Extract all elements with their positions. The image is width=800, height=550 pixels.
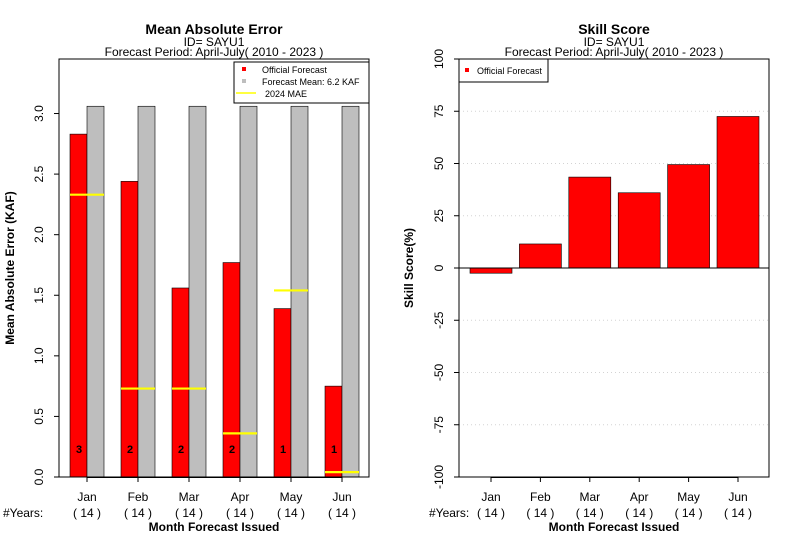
- mae-years-count-jan: ( 14 ): [73, 506, 101, 520]
- mae-bar-forecast-mean-may: [290, 105, 309, 478]
- skill-bar-jun: [716, 116, 760, 269]
- skill-bar-jan: [469, 267, 513, 274]
- skill-y-tick-label: 25: [432, 209, 446, 223]
- skill-y-tick-label: -50: [432, 364, 446, 382]
- mae-x-tick-label-mar: Mar: [179, 490, 200, 504]
- skill-x-tick-label-mar: Mar: [579, 490, 600, 504]
- mae-bar-count-mar: 2: [178, 444, 184, 456]
- mae-y-tick-label: 1.5: [32, 287, 46, 304]
- skill-chart-forecast-period: Forecast Period: April-July( 2010 - 2023…: [505, 45, 724, 59]
- mae-years-count-feb: ( 14 ): [124, 506, 152, 520]
- mae-years-label: #Years:: [3, 506, 43, 520]
- mae-plot-frame: [58, 58, 370, 478]
- legend-label-official-forecast: Official Forecast: [262, 65, 327, 75]
- mae-legend-box: [233, 61, 370, 104]
- skill-y-axis-label: Skill Score(%): [402, 228, 416, 308]
- mae-years-count-jun: ( 14 ): [328, 506, 356, 520]
- skill-legend-box: [458, 58, 549, 83]
- skill-x-tick-label-may: May: [677, 490, 700, 504]
- skill-years-count-mar: ( 14 ): [576, 506, 604, 520]
- skill-chart-title: Skill Score: [578, 21, 650, 37]
- mae-bar-official-jan: [69, 133, 88, 478]
- skill-bar-mar: [568, 176, 612, 269]
- mae-bar-forecast-mean-jan: [86, 105, 105, 478]
- skill-legend: Official Forecast: [458, 58, 549, 83]
- skill-years-count-jan: ( 14 ): [477, 506, 505, 520]
- skill-score-chart-panel: Skill Score ID= SAYU1 Forecast Period: A…: [402, 21, 770, 534]
- skill-x-tick-label-jun: Jun: [728, 490, 747, 504]
- mae-legend: Official Forecast Forecast Mean: 6.2 KAF…: [233, 61, 370, 104]
- skill-y-tick-label: 75: [432, 104, 446, 118]
- mae-x-axis-label: Month Forecast Issued: [149, 520, 280, 534]
- skill-y-tick-label: 50: [432, 157, 446, 171]
- mae-bar-forecast-mean-mar: [188, 105, 207, 478]
- skill-y-tick-label: -75: [432, 416, 446, 434]
- legend-swatch-official-forecast: [242, 67, 246, 71]
- skill-x-tick-label-jan: Jan: [481, 490, 500, 504]
- mae-bar-forecast-mean-feb: [137, 105, 156, 478]
- skill-bar-apr: [617, 192, 661, 269]
- skill-x-tick-label-feb: Feb: [530, 490, 551, 504]
- mae-x-tick-label-jan: Jan: [77, 490, 96, 504]
- mae-y-tick-label: 0.0: [32, 468, 46, 485]
- mae-chart-title: Mean Absolute Error: [145, 21, 283, 37]
- legend-label-forecast-mean: Forecast Mean: 6.2 KAF: [262, 77, 360, 87]
- mae-y-tick-label: 2.0: [32, 226, 46, 243]
- skill-y-tick-label: -100: [432, 465, 446, 489]
- legend-swatch-official-forecast: [465, 68, 469, 72]
- skill-years-count-jun: ( 14 ): [724, 506, 752, 520]
- mae-chart-panel: Mean Absolute Error ID= SAYU1 Forecast P…: [3, 21, 370, 534]
- skill-y-tick-label: -25: [432, 311, 446, 329]
- skill-y-tick-label: 0: [432, 264, 446, 271]
- mae-bar-count-feb: 2: [127, 444, 133, 456]
- legend-label-2024-mae: 2024 MAE: [265, 89, 307, 99]
- mae-years-count-apr: ( 14 ): [226, 506, 254, 520]
- skill-years-count-feb: ( 14 ): [526, 506, 554, 520]
- mae-x-tick-label-apr: Apr: [231, 490, 250, 504]
- mae-years-count-mar: ( 14 ): [175, 506, 203, 520]
- skill-bar-feb: [519, 243, 562, 269]
- skill-years-count-apr: ( 14 ): [625, 506, 653, 520]
- mae-bar-count-may: 1: [280, 444, 286, 456]
- mae-years-count-may: ( 14 ): [277, 506, 305, 520]
- mae-bar-count-apr: 2: [229, 444, 235, 456]
- mae-y-tick-label: 0.5: [32, 408, 46, 425]
- skill-bar-may: [667, 164, 710, 269]
- mae-y-tick-label: 1.0: [32, 347, 46, 364]
- mae-bar-forecast-mean-apr: [239, 105, 258, 478]
- mae-chart-forecast-period: Forecast Period: April-July( 2010 - 2023…: [105, 45, 324, 59]
- skill-years-count-may: ( 14 ): [675, 506, 703, 520]
- mae-y-tick-label: 2.5: [32, 165, 46, 182]
- mae-x-tick-label-feb: Feb: [128, 490, 149, 504]
- skill-years-label: #Years:: [429, 506, 469, 520]
- mae-bar-forecast-mean-jun: [341, 105, 360, 478]
- mae-y-axis-label: Mean Absolute Error (KAF): [3, 191, 17, 345]
- skill-x-tick-label-apr: Apr: [630, 490, 649, 504]
- skill-y-tick-label: 100: [432, 49, 446, 69]
- mae-bar-count-jan: 3: [76, 444, 82, 456]
- mae-x-tick-label-jun: Jun: [332, 490, 351, 504]
- mae-bar-count-jun: 1: [331, 444, 337, 456]
- legend-swatch-forecast-mean: [242, 79, 246, 83]
- skill-chart-station-id: ID= SAYU1: [584, 35, 645, 49]
- mae-bar-official-jun: [324, 385, 343, 478]
- legend-label-official-forecast: Official Forecast: [477, 66, 542, 76]
- mae-x-tick-label-may: May: [280, 490, 303, 504]
- mae-bar-official-feb: [120, 181, 139, 478]
- skill-x-axis-label: Month Forecast Issued: [549, 520, 680, 534]
- mae-y-tick-label: 3.0: [32, 105, 46, 122]
- mae-chart-station-id: ID= SAYU1: [184, 35, 245, 49]
